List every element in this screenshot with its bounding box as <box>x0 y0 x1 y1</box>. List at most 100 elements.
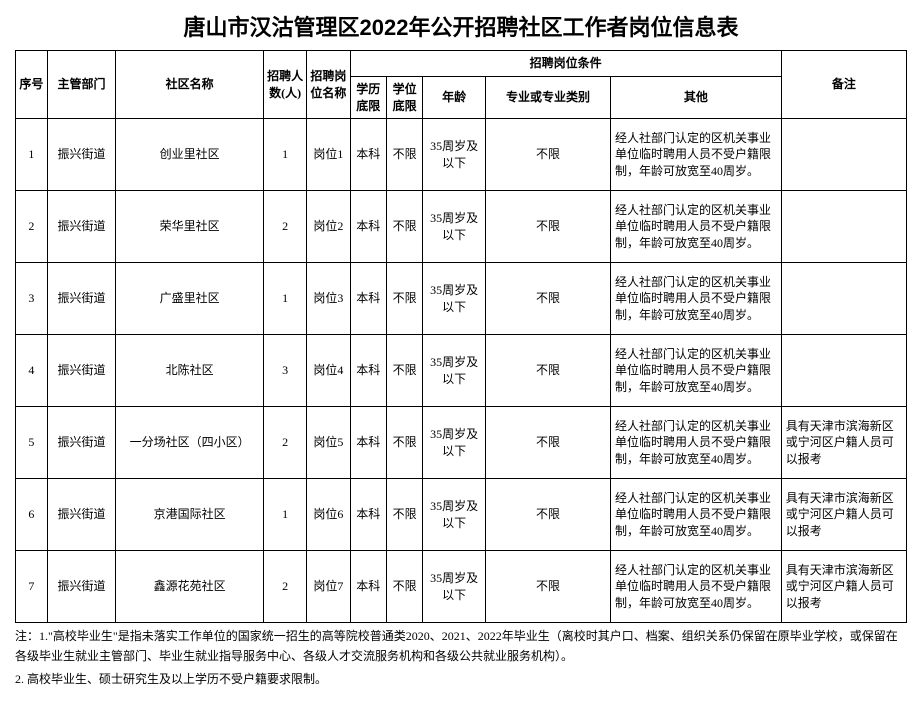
table-row: 5振兴街道一分场社区（四小区）2岗位5本科不限35周岁及以下不限经人社部门认定的… <box>16 407 907 479</box>
cell-dept: 振兴街道 <box>47 335 115 407</box>
cell-note: 具有天津市滨海新区或宁河区户籍人员可以报考 <box>781 551 906 623</box>
cell-other: 经人社部门认定的区机关事业单位临时聘用人员不受户籍限制，年龄可放宽至40周岁。 <box>611 335 782 407</box>
cell-age: 35周岁及以下 <box>423 479 486 551</box>
cell-count: 1 <box>264 479 307 551</box>
cell-note: 具有天津市滨海新区或宁河区户籍人员可以报考 <box>781 407 906 479</box>
cell-other: 经人社部门认定的区机关事业单位临时聘用人员不受户籍限制，年龄可放宽至40周岁。 <box>611 551 782 623</box>
cell-other: 经人社部门认定的区机关事业单位临时聘用人员不受户籍限制，年龄可放宽至40周岁。 <box>611 119 782 191</box>
cell-edu: 本科 <box>350 119 386 191</box>
header-age: 年龄 <box>423 76 486 119</box>
cell-edu: 本科 <box>350 191 386 263</box>
cell-degree: 不限 <box>386 335 422 407</box>
header-note: 备注 <box>781 51 906 119</box>
cell-count: 1 <box>264 119 307 191</box>
page-title: 唐山市汉沽管理区2022年公开招聘社区工作者岗位信息表 <box>15 10 907 42</box>
cell-note <box>781 119 906 191</box>
header-position: 招聘岗位名称 <box>307 51 350 119</box>
cell-age: 35周岁及以下 <box>423 119 486 191</box>
cell-other: 经人社部门认定的区机关事业单位临时聘用人员不受户籍限制，年龄可放宽至40周岁。 <box>611 407 782 479</box>
cell-seq: 3 <box>16 263 48 335</box>
cell-dept: 振兴街道 <box>47 119 115 191</box>
cell-degree: 不限 <box>386 551 422 623</box>
cell-dept: 振兴街道 <box>47 551 115 623</box>
cell-edu: 本科 <box>350 335 386 407</box>
recruitment-table: 序号 主管部门 社区名称 招聘人数(人) 招聘岗位名称 招聘岗位条件 备注 学历… <box>15 50 907 623</box>
cell-seq: 4 <box>16 335 48 407</box>
cell-community: 创业里社区 <box>116 119 264 191</box>
header-major: 专业或专业类别 <box>485 76 610 119</box>
cell-other: 经人社部门认定的区机关事业单位临时聘用人员不受户籍限制，年龄可放宽至40周岁。 <box>611 479 782 551</box>
cell-note <box>781 335 906 407</box>
cell-position: 岗位1 <box>307 119 350 191</box>
header-seq: 序号 <box>16 51 48 119</box>
cell-position: 岗位2 <box>307 191 350 263</box>
cell-count: 3 <box>264 335 307 407</box>
cell-dept: 振兴街道 <box>47 191 115 263</box>
cell-count: 2 <box>264 407 307 479</box>
cell-dept: 振兴街道 <box>47 263 115 335</box>
cell-community: 京港国际社区 <box>116 479 264 551</box>
cell-major: 不限 <box>485 479 610 551</box>
cell-degree: 不限 <box>386 119 422 191</box>
cell-age: 35周岁及以下 <box>423 335 486 407</box>
cell-major: 不限 <box>485 263 610 335</box>
cell-edu: 本科 <box>350 479 386 551</box>
cell-community: 荣华里社区 <box>116 191 264 263</box>
cell-degree: 不限 <box>386 479 422 551</box>
cell-edu: 本科 <box>350 407 386 479</box>
cell-note <box>781 191 906 263</box>
footnote-1: 注：1."高校毕业生"是指未落实工作单位的国家统一招生的高等院校普通类2020、… <box>15 627 907 665</box>
header-count: 招聘人数(人) <box>264 51 307 119</box>
cell-major: 不限 <box>485 551 610 623</box>
cell-major: 不限 <box>485 335 610 407</box>
cell-dept: 振兴街道 <box>47 407 115 479</box>
cell-position: 岗位5 <box>307 407 350 479</box>
cell-position: 岗位7 <box>307 551 350 623</box>
table-row: 1振兴街道创业里社区1岗位1本科不限35周岁及以下不限经人社部门认定的区机关事业… <box>16 119 907 191</box>
cell-age: 35周岁及以下 <box>423 263 486 335</box>
table-row: 4振兴街道北陈社区3岗位4本科不限35周岁及以下不限经人社部门认定的区机关事业单… <box>16 335 907 407</box>
header-community: 社区名称 <box>116 51 264 119</box>
cell-dept: 振兴街道 <box>47 479 115 551</box>
cell-degree: 不限 <box>386 407 422 479</box>
header-conditions: 招聘岗位条件 <box>350 51 781 77</box>
header-dept: 主管部门 <box>47 51 115 119</box>
table-row: 2振兴街道荣华里社区2岗位2本科不限35周岁及以下不限经人社部门认定的区机关事业… <box>16 191 907 263</box>
cell-other: 经人社部门认定的区机关事业单位临时聘用人员不受户籍限制，年龄可放宽至40周岁。 <box>611 263 782 335</box>
cell-position: 岗位3 <box>307 263 350 335</box>
cell-major: 不限 <box>485 407 610 479</box>
cell-edu: 本科 <box>350 551 386 623</box>
table-row: 7振兴街道鑫源花苑社区2岗位7本科不限35周岁及以下不限经人社部门认定的区机关事… <box>16 551 907 623</box>
cell-age: 35周岁及以下 <box>423 407 486 479</box>
cell-note <box>781 263 906 335</box>
header-edu: 学历底限 <box>350 76 386 119</box>
header-degree: 学位底限 <box>386 76 422 119</box>
cell-age: 35周岁及以下 <box>423 191 486 263</box>
cell-count: 2 <box>264 191 307 263</box>
header-other: 其他 <box>611 76 782 119</box>
cell-seq: 5 <box>16 407 48 479</box>
cell-seq: 1 <box>16 119 48 191</box>
cell-degree: 不限 <box>386 263 422 335</box>
cell-position: 岗位4 <box>307 335 350 407</box>
cell-age: 35周岁及以下 <box>423 551 486 623</box>
cell-degree: 不限 <box>386 191 422 263</box>
cell-note: 具有天津市滨海新区或宁河区户籍人员可以报考 <box>781 479 906 551</box>
cell-seq: 6 <box>16 479 48 551</box>
cell-seq: 2 <box>16 191 48 263</box>
cell-seq: 7 <box>16 551 48 623</box>
cell-community: 鑫源花苑社区 <box>116 551 264 623</box>
cell-community: 一分场社区（四小区） <box>116 407 264 479</box>
cell-count: 1 <box>264 263 307 335</box>
cell-position: 岗位6 <box>307 479 350 551</box>
cell-major: 不限 <box>485 119 610 191</box>
cell-other: 经人社部门认定的区机关事业单位临时聘用人员不受户籍限制，年龄可放宽至40周岁。 <box>611 191 782 263</box>
cell-community: 北陈社区 <box>116 335 264 407</box>
cell-count: 2 <box>264 551 307 623</box>
cell-edu: 本科 <box>350 263 386 335</box>
cell-major: 不限 <box>485 191 610 263</box>
cell-community: 广盛里社区 <box>116 263 264 335</box>
table-row: 3振兴街道广盛里社区1岗位3本科不限35周岁及以下不限经人社部门认定的区机关事业… <box>16 263 907 335</box>
table-row: 6振兴街道京港国际社区1岗位6本科不限35周岁及以下不限经人社部门认定的区机关事… <box>16 479 907 551</box>
footnote-2: 2. 高校毕业生、硕士研究生及以上学历不受户籍要求限制。 <box>15 670 907 689</box>
